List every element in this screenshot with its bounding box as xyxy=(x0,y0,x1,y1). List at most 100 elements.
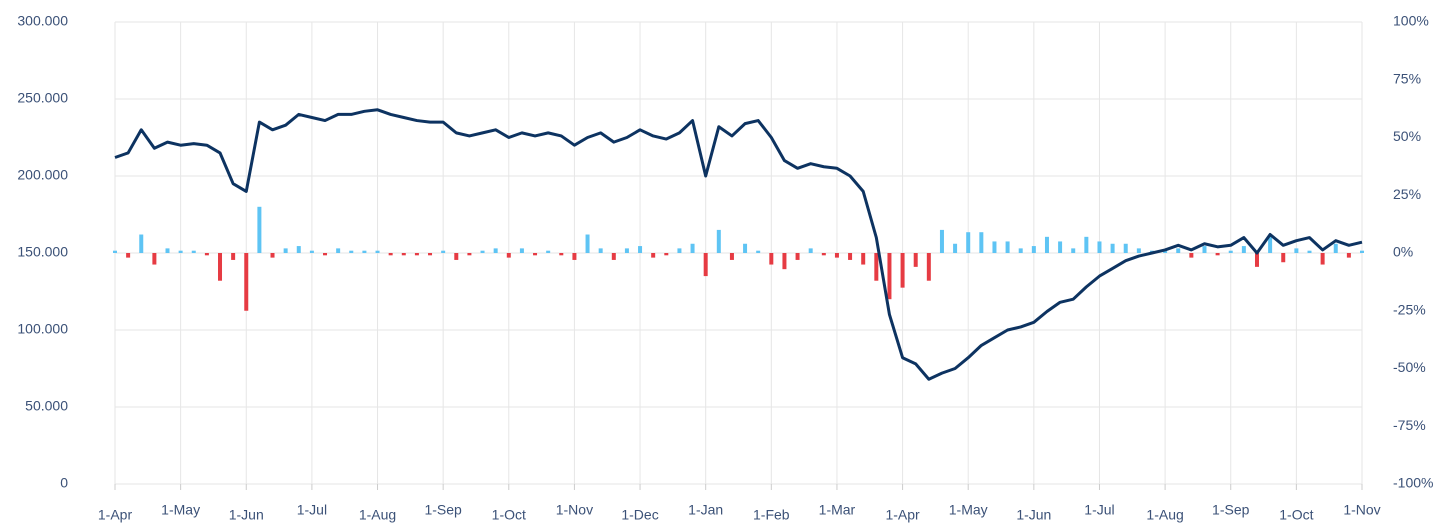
bar xyxy=(572,253,577,260)
x-tick-label: 1-Sep xyxy=(424,502,462,518)
bar xyxy=(1058,241,1063,253)
x-tick-label: 1-Oct xyxy=(492,507,526,523)
bar xyxy=(611,253,616,260)
bar xyxy=(559,253,564,256)
y-tick-label: 200.000 xyxy=(17,167,68,183)
bar xyxy=(113,250,117,253)
bar xyxy=(296,246,301,253)
x-tick-label: 1-Jul xyxy=(1084,502,1114,518)
x-tick-label: 1-Feb xyxy=(753,507,790,523)
x-tick-label: 1-Mar xyxy=(819,502,856,518)
bar xyxy=(939,229,944,253)
bar xyxy=(874,253,879,281)
bar xyxy=(428,253,433,256)
bar xyxy=(808,248,813,253)
bar xyxy=(165,248,170,253)
x-tick-label: 1-Aug xyxy=(359,507,396,523)
bar xyxy=(362,250,367,253)
x-tick-label: 1-Dec xyxy=(621,507,658,523)
bar xyxy=(480,250,485,253)
bar xyxy=(493,248,498,253)
bar xyxy=(1228,250,1233,253)
x-tick-label: 1-May xyxy=(949,502,988,518)
bar xyxy=(1281,253,1286,263)
y-tick-label: 300.000 xyxy=(17,13,68,29)
x-tick-label: 1-Nov xyxy=(556,502,593,518)
y-tick-label: 0 xyxy=(60,475,68,491)
bar xyxy=(1123,243,1128,253)
bar xyxy=(1189,253,1194,258)
bar xyxy=(953,243,958,253)
bar xyxy=(782,253,787,270)
bar xyxy=(992,241,997,253)
bar xyxy=(441,250,446,253)
bar xyxy=(519,248,524,253)
bar xyxy=(1044,236,1049,253)
bar xyxy=(349,250,354,253)
bar xyxy=(336,248,341,253)
x-tick-label: 1-Aug xyxy=(1146,507,1183,523)
bar xyxy=(769,253,774,265)
bar xyxy=(756,250,761,253)
x-tick-label: 1-Jun xyxy=(1016,507,1051,523)
y-tick-label: 250.000 xyxy=(17,90,68,106)
bar xyxy=(651,253,656,258)
y2-tick-label: -100% xyxy=(1393,475,1433,491)
bar xyxy=(506,253,511,258)
bar xyxy=(913,253,918,267)
bar xyxy=(533,253,538,256)
x-tick-label: 1-Oct xyxy=(1279,507,1313,523)
y2-tick-label: -50% xyxy=(1393,359,1426,375)
y2-tick-label: 25% xyxy=(1393,186,1421,202)
bar xyxy=(231,253,236,260)
bar xyxy=(979,232,984,253)
bar xyxy=(467,253,472,256)
bar xyxy=(926,253,931,281)
bar xyxy=(1071,248,1076,253)
bar xyxy=(638,246,643,253)
bar xyxy=(191,250,196,253)
bar xyxy=(283,248,288,253)
bar xyxy=(1360,250,1364,253)
y-tick-label: 100.000 xyxy=(17,321,68,337)
bar xyxy=(1005,241,1010,253)
y-tick-label: 150.000 xyxy=(17,244,68,260)
x-tick-label: 1-Apr xyxy=(98,507,133,523)
bar xyxy=(139,234,144,253)
bar xyxy=(1294,248,1299,253)
bar xyxy=(664,253,669,256)
bar xyxy=(309,250,314,253)
x-tick-label: 1-Apr xyxy=(885,507,920,523)
bar xyxy=(1254,253,1259,267)
bar xyxy=(716,229,721,253)
bar xyxy=(126,253,131,258)
bar xyxy=(204,253,209,256)
y2-tick-label: 50% xyxy=(1393,128,1421,144)
bar xyxy=(1320,253,1325,265)
bar xyxy=(1163,250,1168,253)
bar xyxy=(1307,250,1312,253)
y2-tick-label: -75% xyxy=(1393,417,1426,433)
bar xyxy=(1346,253,1351,258)
bar xyxy=(821,253,826,256)
y2-tick-label: 75% xyxy=(1393,70,1421,86)
bar xyxy=(1241,246,1246,253)
bar xyxy=(1084,236,1089,253)
bar xyxy=(861,253,866,265)
bar xyxy=(677,248,682,253)
bar xyxy=(323,253,328,256)
bar xyxy=(1110,243,1115,253)
bar xyxy=(703,253,708,277)
bar xyxy=(795,253,800,260)
bar xyxy=(624,248,629,253)
bar xyxy=(598,248,603,253)
bar xyxy=(1202,246,1207,253)
bar xyxy=(1215,253,1220,256)
line xyxy=(114,108,1363,381)
bar xyxy=(900,253,905,288)
bar xyxy=(401,253,406,256)
bar xyxy=(585,234,590,253)
bar xyxy=(218,253,223,281)
y2-tick-label: -25% xyxy=(1393,301,1426,317)
